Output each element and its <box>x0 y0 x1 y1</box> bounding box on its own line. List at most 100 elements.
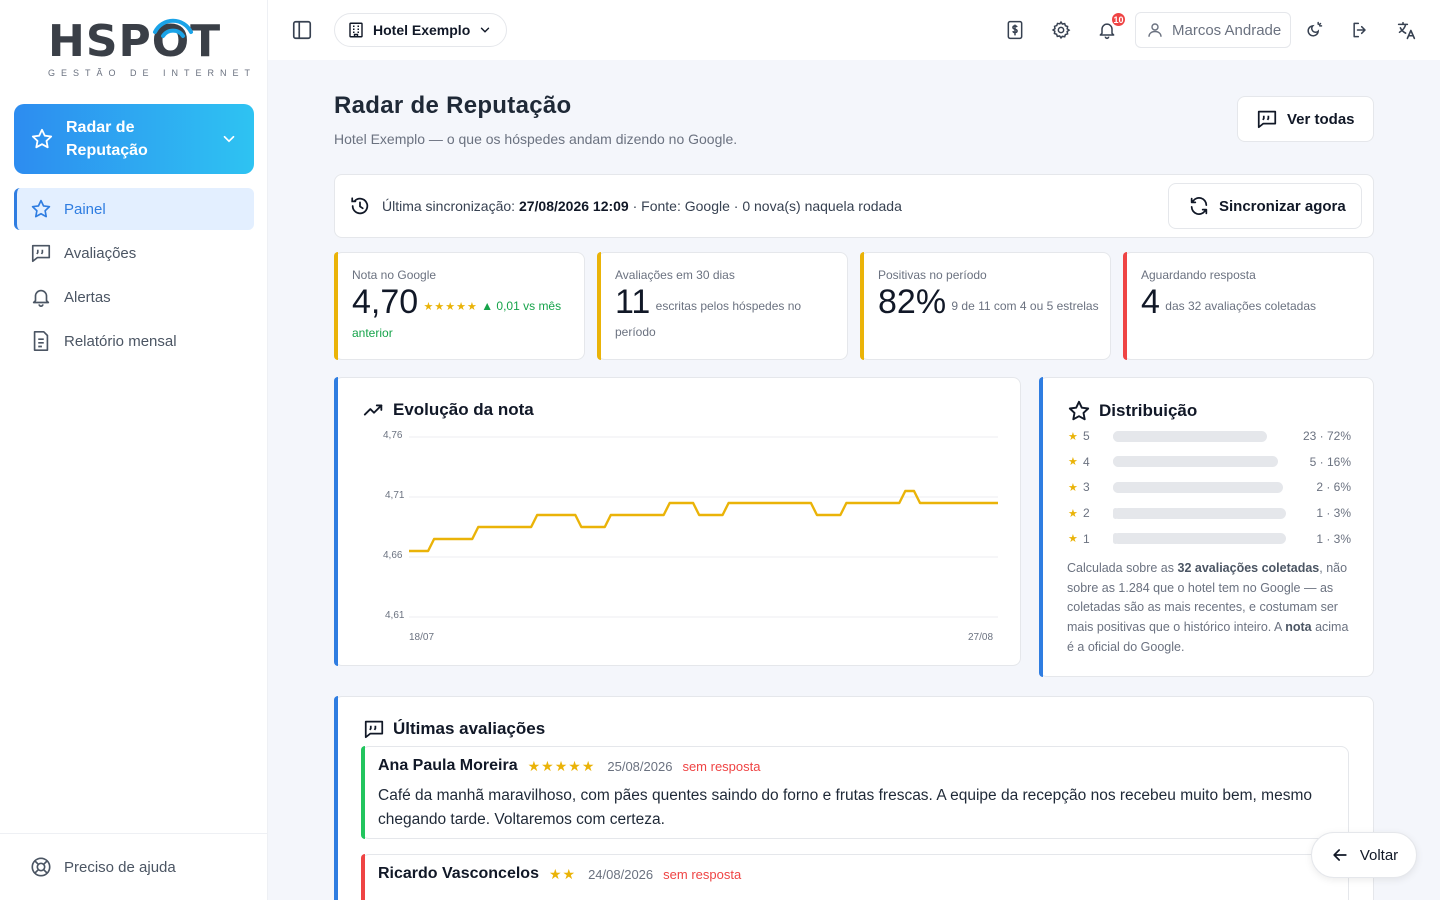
review-date: 25/08/2026 <box>607 758 673 774</box>
distribution-count: 23 · 72% <box>1302 429 1351 443</box>
language-button[interactable] <box>1394 18 1418 42</box>
sidebar-item-label: Relatório mensal <box>64 332 177 350</box>
translate-icon <box>1397 21 1415 39</box>
distribution-row: ★ 2 1 · 3% <box>1068 505 1351 521</box>
distribution-bar <box>1113 456 1278 468</box>
y-tick-label: 4,61 <box>385 610 405 621</box>
brand-logo[interactable]: HSPOT GESTÃO DE INTERNET <box>48 18 257 84</box>
kpi-detail: escritas pelos hóspedes no período <box>615 299 802 339</box>
sync-status-card: Última sincronização: 27/08/2026 12:09 ·… <box>334 174 1374 238</box>
theme-icon <box>1307 20 1324 37</box>
review-status: sem resposta <box>682 758 761 774</box>
star-icon: ★ <box>1068 533 1078 546</box>
distribution-bar <box>1113 481 1283 493</box>
distribution-note: Calculada sobre as 32 avaliações coletad… <box>1067 559 1357 658</box>
theme-toggle-button[interactable] <box>1302 18 1326 42</box>
kpi-label: Avaliações em 30 dias <box>615 268 735 282</box>
distribution-row: ★ 4 5 · 16% <box>1068 454 1351 470</box>
page-subtitle: Hotel Exemplo — o que os hóspedes andam … <box>334 131 738 147</box>
review-text: Café da manhã maravilhoso, com pães quen… <box>378 787 1312 828</box>
notifications-button[interactable]: 10 <box>1095 11 1127 42</box>
star-level: 1 <box>1083 531 1090 546</box>
note-bold-text: nota <box>1285 620 1312 635</box>
toggle-sidebar-button[interactable] <box>290 18 314 42</box>
star-icon: ★ <box>1068 456 1078 469</box>
document-icon <box>33 331 49 351</box>
sync-datetime: 27/08/2026 12:09 <box>518 198 629 214</box>
y-tick-label: 4,71 <box>385 490 405 501</box>
kpi-label: Positivas no período <box>878 268 987 282</box>
note-text: , não sobre as 1.284 que o hotel tem no … <box>1067 561 1348 635</box>
settings-button[interactable] <box>1049 18 1073 42</box>
card-title: Distribuição <box>1067 399 1197 423</box>
review-item[interactable]: Ana Paula Moreira ★★★★★ 25/08/2026 sem r… <box>361 746 1349 839</box>
user-icon <box>1148 23 1162 37</box>
sync-details: · Fonte: Google · 0 nova(s) naquela roda… <box>632 198 902 214</box>
user-menu[interactable]: Marcos Andrade <box>1135 12 1292 48</box>
x-tick-label: 27/08 <box>968 632 994 643</box>
distribution-bar <box>1113 507 1286 519</box>
distribution-count: 1 · 3% <box>1316 531 1351 546</box>
sidebar-item-relatorio-mensal[interactable]: Relatório mensal <box>14 320 254 362</box>
rating-series-line <box>409 489 998 553</box>
distribution-count: 2 · 6% <box>1316 480 1351 495</box>
kpi-value: 4 <box>1141 283 1160 321</box>
star-level: 4 <box>1083 454 1090 469</box>
distribution-card: Distribuição ★ 5 23 · 72% ★ 4 5 · 16% ★ 3 2 · 6%… <box>1039 377 1374 677</box>
star-icon <box>1068 400 1090 421</box>
distribution-title: Distribuição <box>1099 401 1198 420</box>
distribution-row: ★ 3 2 · 6% <box>1068 479 1351 495</box>
quote-icon <box>364 720 384 739</box>
distribution-bar-fill <box>1113 533 1119 545</box>
billing-button[interactable] <box>1003 18 1027 42</box>
view-all-label: Ver todas <box>1287 110 1355 128</box>
brand-tagline: GESTÃO DE INTERNET <box>48 68 257 78</box>
note-text: acima é a oficial do Google. <box>1067 620 1349 654</box>
x-tick-label: 18/07 <box>409 632 435 643</box>
sidebar-item-painel[interactable]: Painel <box>14 188 254 230</box>
distribution-bar-fill <box>1113 507 1119 519</box>
sidebar-item-avaliacoes[interactable]: Avaliações <box>14 232 254 274</box>
y-tick-label: 4,76 <box>383 430 403 441</box>
sidebar-item-label: Alertas <box>64 288 111 306</box>
gear-icon <box>1051 20 1071 40</box>
notification-count-badge: 10 <box>1110 11 1127 28</box>
distribution-bar-fill <box>1113 481 1124 493</box>
logout-icon <box>1353 22 1366 38</box>
kpi-label: Aguardando resposta <box>1141 268 1256 282</box>
kpi-card-awaiting-reply: Aguardando resposta 4 das 32 avaliações … <box>1123 252 1374 360</box>
kpi-value: 82% <box>878 283 947 321</box>
reviewer-name: Ana Paula Moreira <box>378 757 518 774</box>
star-level: 5 <box>1083 429 1090 443</box>
top-bar: Hotel Exemplo 10 Marcos Andrade <box>268 0 1440 60</box>
kpi-value: 11 <box>615 283 651 321</box>
kpi-detail: 9 de 11 com 4 ou 5 estrelas <box>951 299 1099 313</box>
hotel-selector-label: Hotel Exemplo <box>373 22 471 38</box>
user-name: Marcos Andrade <box>1172 21 1282 39</box>
reviews-title: Últimas avaliações <box>393 719 546 738</box>
sidebar: HSPOT GESTÃO DE INTERNET Radar de Reputa… <box>0 0 268 900</box>
sync-now-button[interactable]: Sincronizar agora <box>1168 183 1362 229</box>
chevron-down-icon <box>223 135 235 143</box>
quote-icon <box>1257 110 1277 129</box>
module-selector[interactable]: Radar de Reputação <box>14 104 254 174</box>
distribution-bar <box>1113 430 1267 442</box>
back-button[interactable]: Voltar <box>1311 832 1417 878</box>
kpi-card-google-rating: Nota no Google 4,70 ★★★★★ ▲ 0,01 vs mês … <box>334 252 585 360</box>
review-stars: ★★ <box>548 865 577 882</box>
kpi-trend: ▲ 0,01 vs <box>481 299 536 313</box>
lifebuoy-icon <box>31 857 51 877</box>
review-stars: ★★★★★ <box>527 757 596 774</box>
bell-icon <box>32 289 50 307</box>
trending-up-icon <box>363 404 383 416</box>
note-text: Calculada sobre as <box>1067 561 1175 575</box>
hotel-selector[interactable]: Hotel Exemplo <box>334 13 508 47</box>
view-all-button[interactable]: Ver todas <box>1237 96 1374 142</box>
history-icon <box>351 197 369 215</box>
help-label: Preciso de ajuda <box>64 858 176 876</box>
sidebar-item-alertas[interactable]: Alertas <box>14 276 254 318</box>
logout-button[interactable] <box>1348 18 1372 42</box>
help-link[interactable]: Preciso de ajuda <box>0 833 268 900</box>
kpi-detail: das 32 avaliações coletadas <box>1165 299 1317 313</box>
review-item[interactable]: Ricardo Vasconcelos ★★ 24/08/2026 sem re… <box>361 854 1349 900</box>
